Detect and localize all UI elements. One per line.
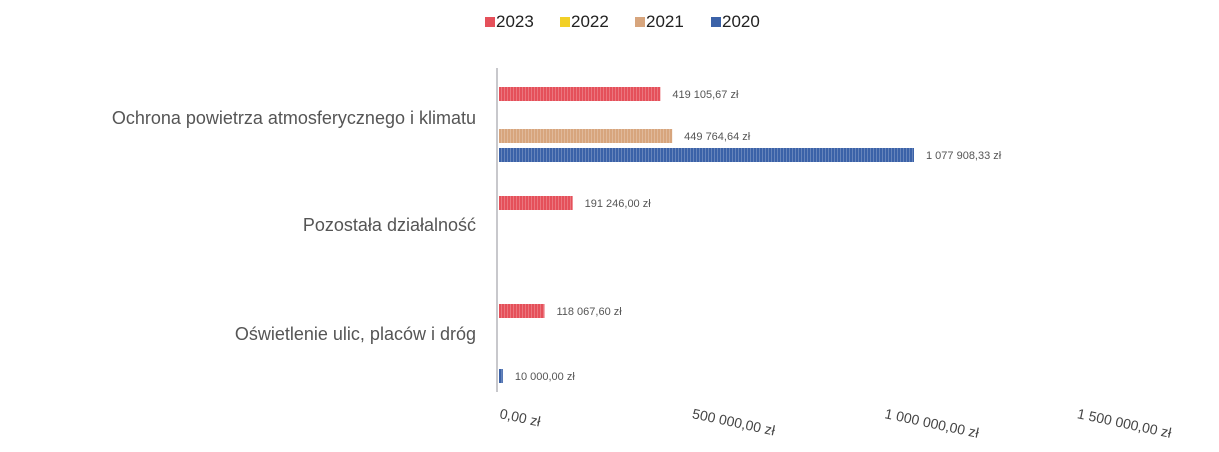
- data-label: 419 105,67 zł: [672, 89, 739, 101]
- legend-label-2020: 2020: [722, 12, 760, 31]
- x-tick-label: 1 000 000,00 zł: [883, 405, 981, 441]
- data-label: 449 764,64 zł: [684, 131, 751, 143]
- data-label: 191 246,00 zł: [585, 198, 652, 210]
- bars: [499, 87, 914, 383]
- data-label: 118 067,60 zł: [556, 306, 622, 318]
- category-label: Oświetlenie ulic, placów i dróg: [235, 324, 476, 344]
- legend-label-2022: 2022: [571, 12, 609, 31]
- data-labels: 419 105,67 zł 191 246,00 zł 118 067,60 zł 4…: [515, 89, 1002, 383]
- legend-swatch-2020: [711, 17, 721, 27]
- bar-texture: [499, 148, 914, 162]
- chart-legend: 2023 2022 2021 2020: [485, 12, 760, 31]
- legend-label-2021: 2021: [646, 12, 684, 31]
- bar-texture: [499, 369, 503, 383]
- data-label: 10 000,00 zł: [515, 371, 575, 383]
- legend-swatch-2022: [560, 17, 570, 27]
- category-labels: Ochrona powietrza atmosferycznego i klim…: [112, 108, 476, 344]
- x-tick-label: 0,00 zł: [498, 405, 543, 429]
- category-label: Ochrona powietrza atmosferycznego i klim…: [112, 108, 476, 128]
- bar-texture: [499, 129, 673, 143]
- x-tick-label: 1 500 000,00 zł: [1076, 405, 1174, 441]
- legend-swatch-2021: [635, 17, 645, 27]
- x-tick-label: 500 000,00 zł: [691, 405, 777, 438]
- category-label: Pozostała działalność: [303, 215, 476, 235]
- legend-swatch-2023: [485, 17, 495, 27]
- data-label: 1 077 908,33 zł: [926, 150, 1002, 162]
- x-axis-ticks: 0,00 zł 500 000,00 zł 1 000 000,00 zł 1 500…: [498, 405, 1173, 441]
- bar-texture: [499, 87, 661, 101]
- bar-texture: [499, 196, 573, 210]
- legend-label-2023: 2023: [496, 12, 534, 31]
- bar-texture: [499, 304, 545, 318]
